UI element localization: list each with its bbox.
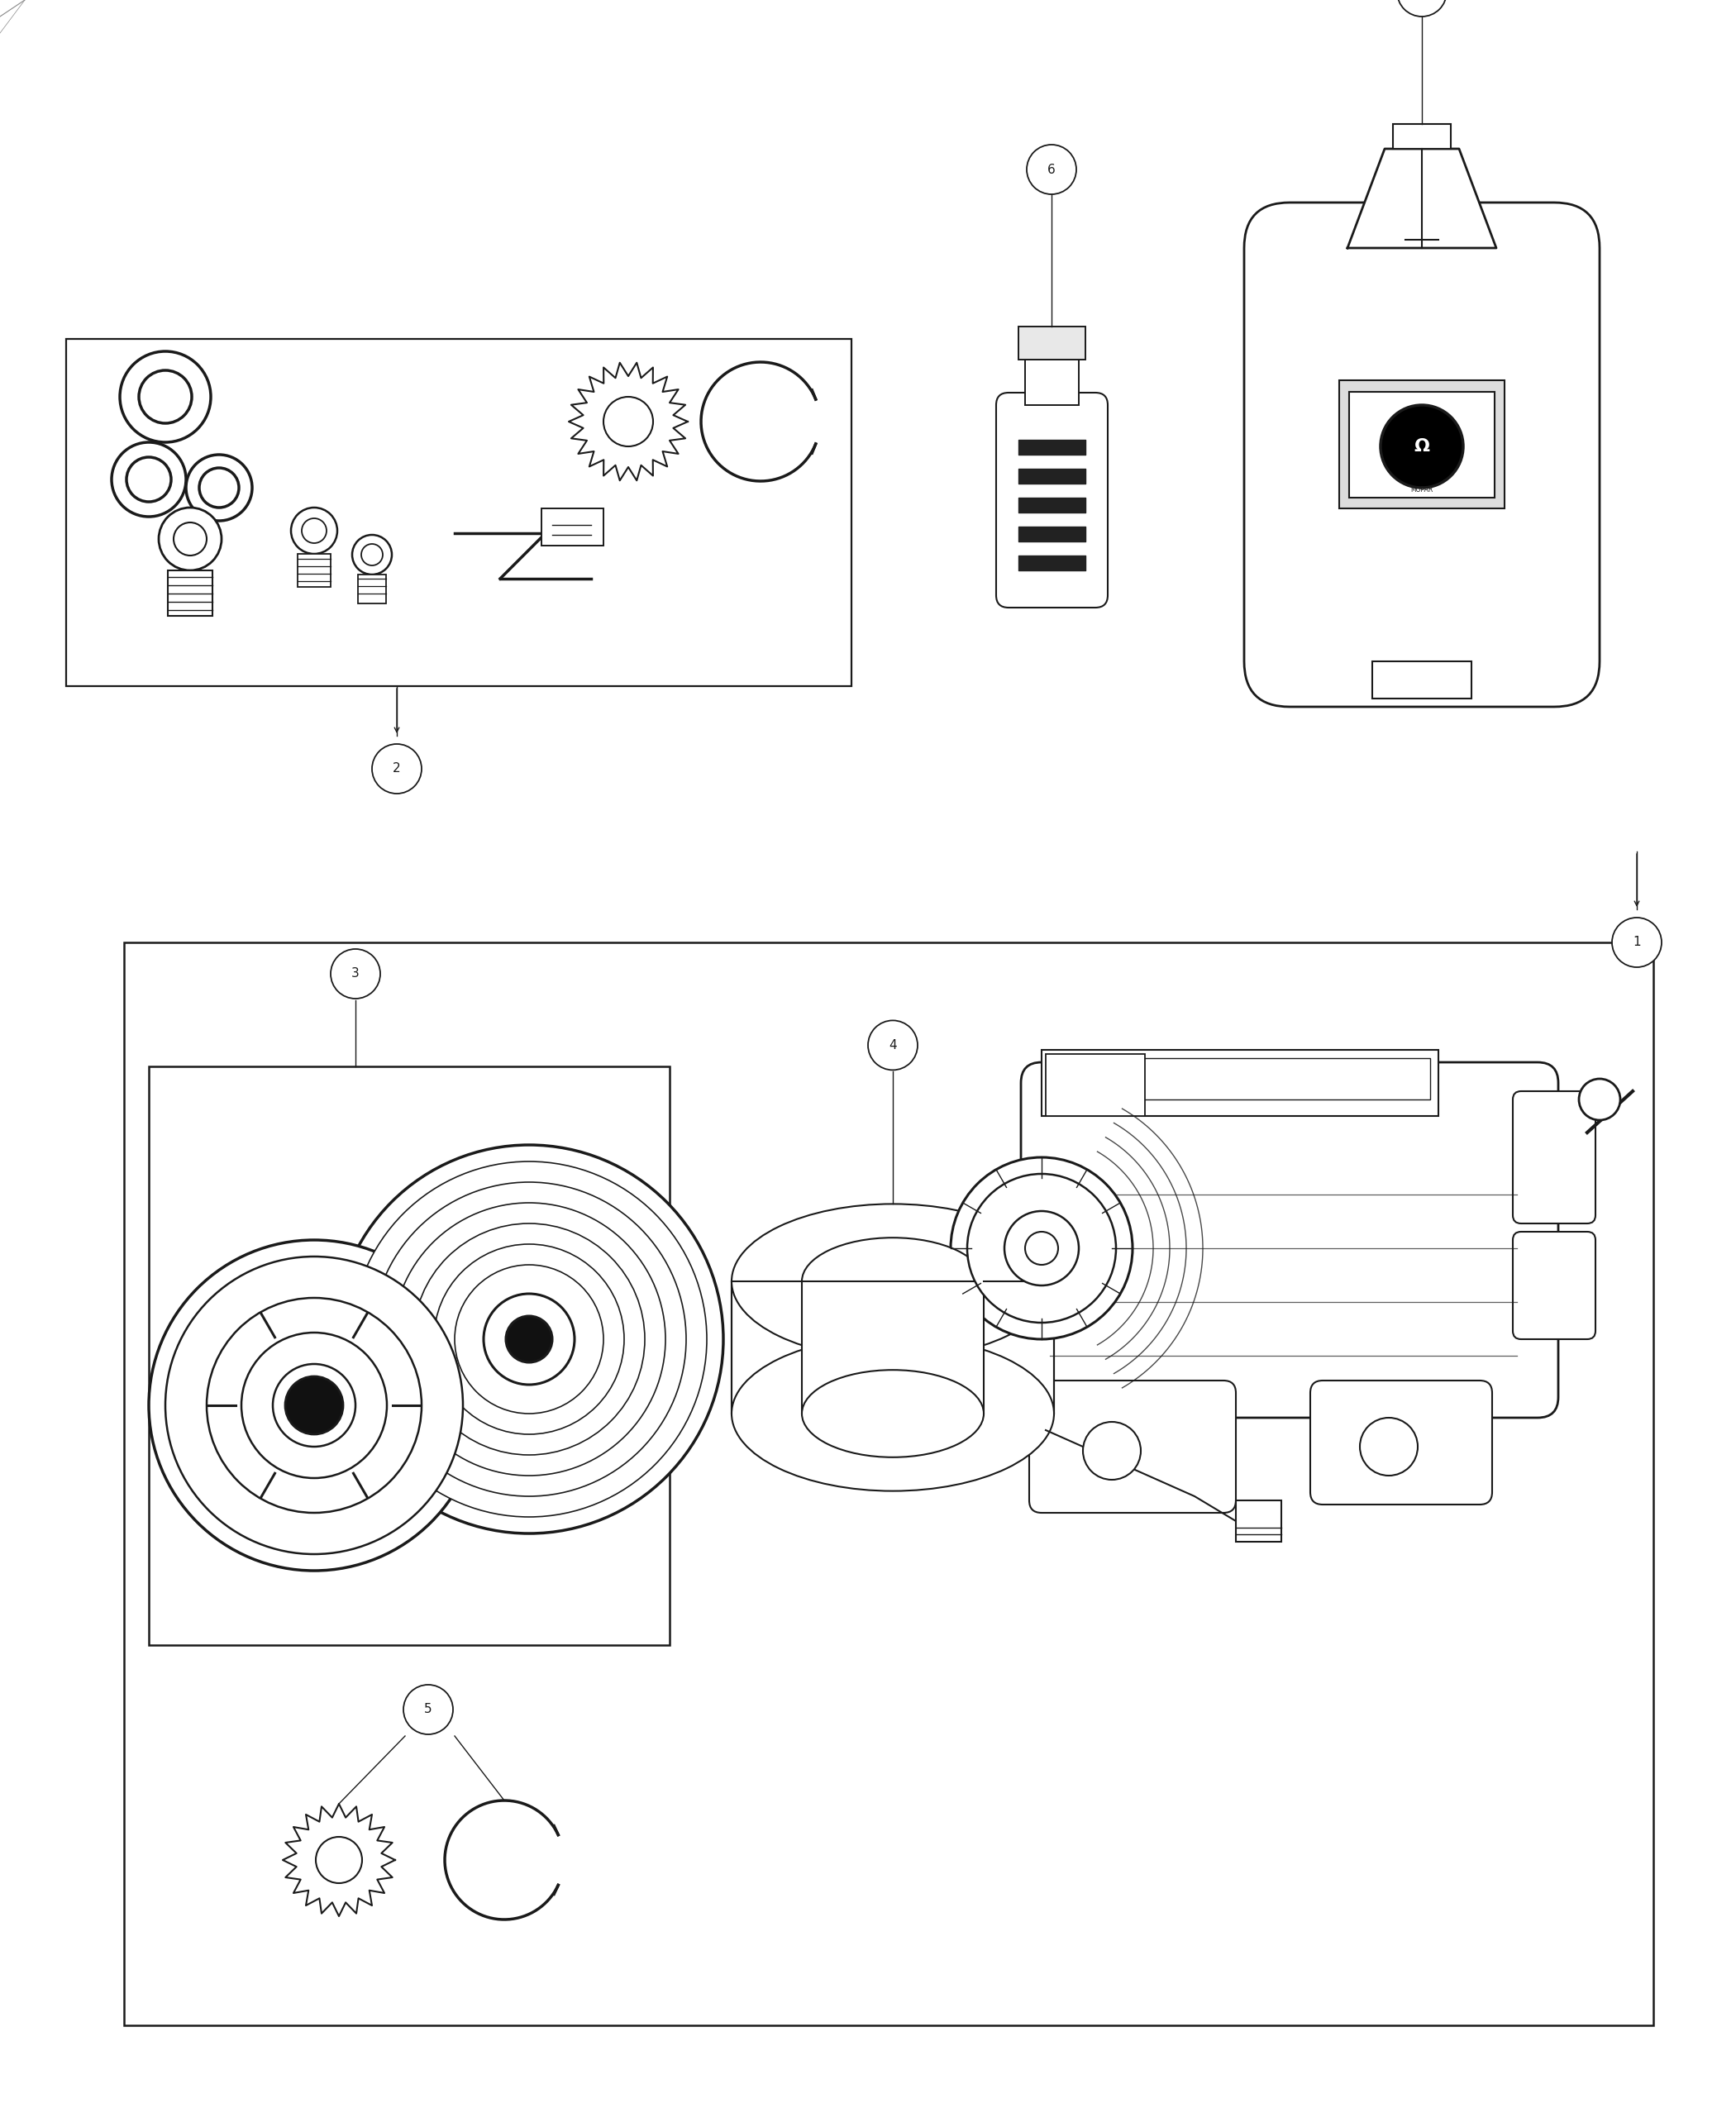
Bar (1392, 124, 1451, 150)
Circle shape (111, 443, 186, 516)
Circle shape (186, 455, 252, 521)
Circle shape (868, 1020, 918, 1071)
Bar (358, 575, 385, 603)
Text: 3: 3 (351, 968, 359, 980)
Circle shape (392, 1204, 665, 1476)
Bar (1349, 392, 1495, 497)
Bar (1338, 379, 1505, 508)
Circle shape (351, 1162, 707, 1518)
Circle shape (330, 949, 380, 999)
Polygon shape (1347, 150, 1496, 249)
Circle shape (120, 352, 210, 443)
Bar (149, 1067, 670, 1644)
Bar (1042, 1050, 1439, 1115)
Text: 6: 6 (1047, 162, 1055, 175)
Circle shape (335, 1145, 724, 1533)
Bar (297, 554, 330, 586)
Circle shape (1024, 1231, 1059, 1265)
FancyBboxPatch shape (1245, 202, 1599, 706)
Circle shape (352, 535, 392, 575)
Circle shape (292, 508, 337, 554)
Circle shape (1359, 1419, 1418, 1476)
Circle shape (967, 1174, 1116, 1322)
Circle shape (1397, 0, 1446, 17)
Bar (731, 1282, 1054, 1414)
Circle shape (403, 1684, 453, 1735)
Bar (542, 508, 604, 546)
Circle shape (241, 1332, 387, 1478)
FancyBboxPatch shape (1512, 1231, 1595, 1339)
Ellipse shape (802, 1237, 984, 1326)
Circle shape (361, 544, 382, 565)
Ellipse shape (731, 1336, 1054, 1490)
Circle shape (484, 1294, 575, 1385)
Circle shape (207, 1299, 422, 1514)
Circle shape (1580, 1079, 1620, 1119)
Bar (1024, 360, 1078, 405)
Circle shape (951, 1157, 1132, 1339)
FancyBboxPatch shape (1021, 1062, 1559, 1419)
FancyBboxPatch shape (1311, 1381, 1493, 1505)
Circle shape (455, 1265, 604, 1414)
Circle shape (434, 1244, 625, 1433)
Circle shape (302, 519, 326, 544)
Circle shape (413, 1223, 644, 1455)
Bar (168, 571, 212, 616)
Circle shape (139, 371, 191, 424)
Bar (1236, 1501, 1281, 1541)
FancyBboxPatch shape (1029, 1381, 1236, 1514)
Text: MOPAR: MOPAR (1411, 485, 1434, 493)
Bar (1371, 662, 1472, 698)
FancyBboxPatch shape (996, 392, 1108, 607)
Circle shape (372, 744, 422, 793)
Circle shape (200, 468, 240, 508)
Circle shape (1083, 1423, 1141, 1480)
Bar (66, 339, 851, 685)
Circle shape (174, 523, 207, 557)
Bar (1019, 327, 1085, 360)
Circle shape (604, 396, 653, 447)
Bar (123, 942, 1653, 2026)
FancyBboxPatch shape (1512, 1092, 1595, 1223)
Circle shape (1380, 405, 1463, 487)
Circle shape (273, 1364, 356, 1446)
Circle shape (127, 457, 172, 502)
Circle shape (165, 1256, 464, 1554)
Bar (1050, 1058, 1430, 1100)
Ellipse shape (802, 1370, 984, 1457)
Bar (802, 1282, 984, 1414)
Circle shape (285, 1377, 344, 1433)
Circle shape (316, 1836, 363, 1882)
Bar (1045, 1054, 1146, 1115)
Ellipse shape (731, 1204, 1054, 1360)
Circle shape (1613, 917, 1661, 968)
Text: 2: 2 (392, 763, 401, 776)
Text: 1: 1 (1634, 936, 1641, 949)
Circle shape (505, 1315, 552, 1362)
Circle shape (158, 508, 222, 571)
Circle shape (149, 1240, 479, 1570)
Circle shape (1005, 1212, 1078, 1286)
Text: Ω: Ω (1415, 438, 1430, 455)
Text: 4: 4 (889, 1039, 898, 1052)
Circle shape (1026, 145, 1076, 194)
Text: 5: 5 (424, 1703, 432, 1716)
Circle shape (372, 1183, 686, 1497)
